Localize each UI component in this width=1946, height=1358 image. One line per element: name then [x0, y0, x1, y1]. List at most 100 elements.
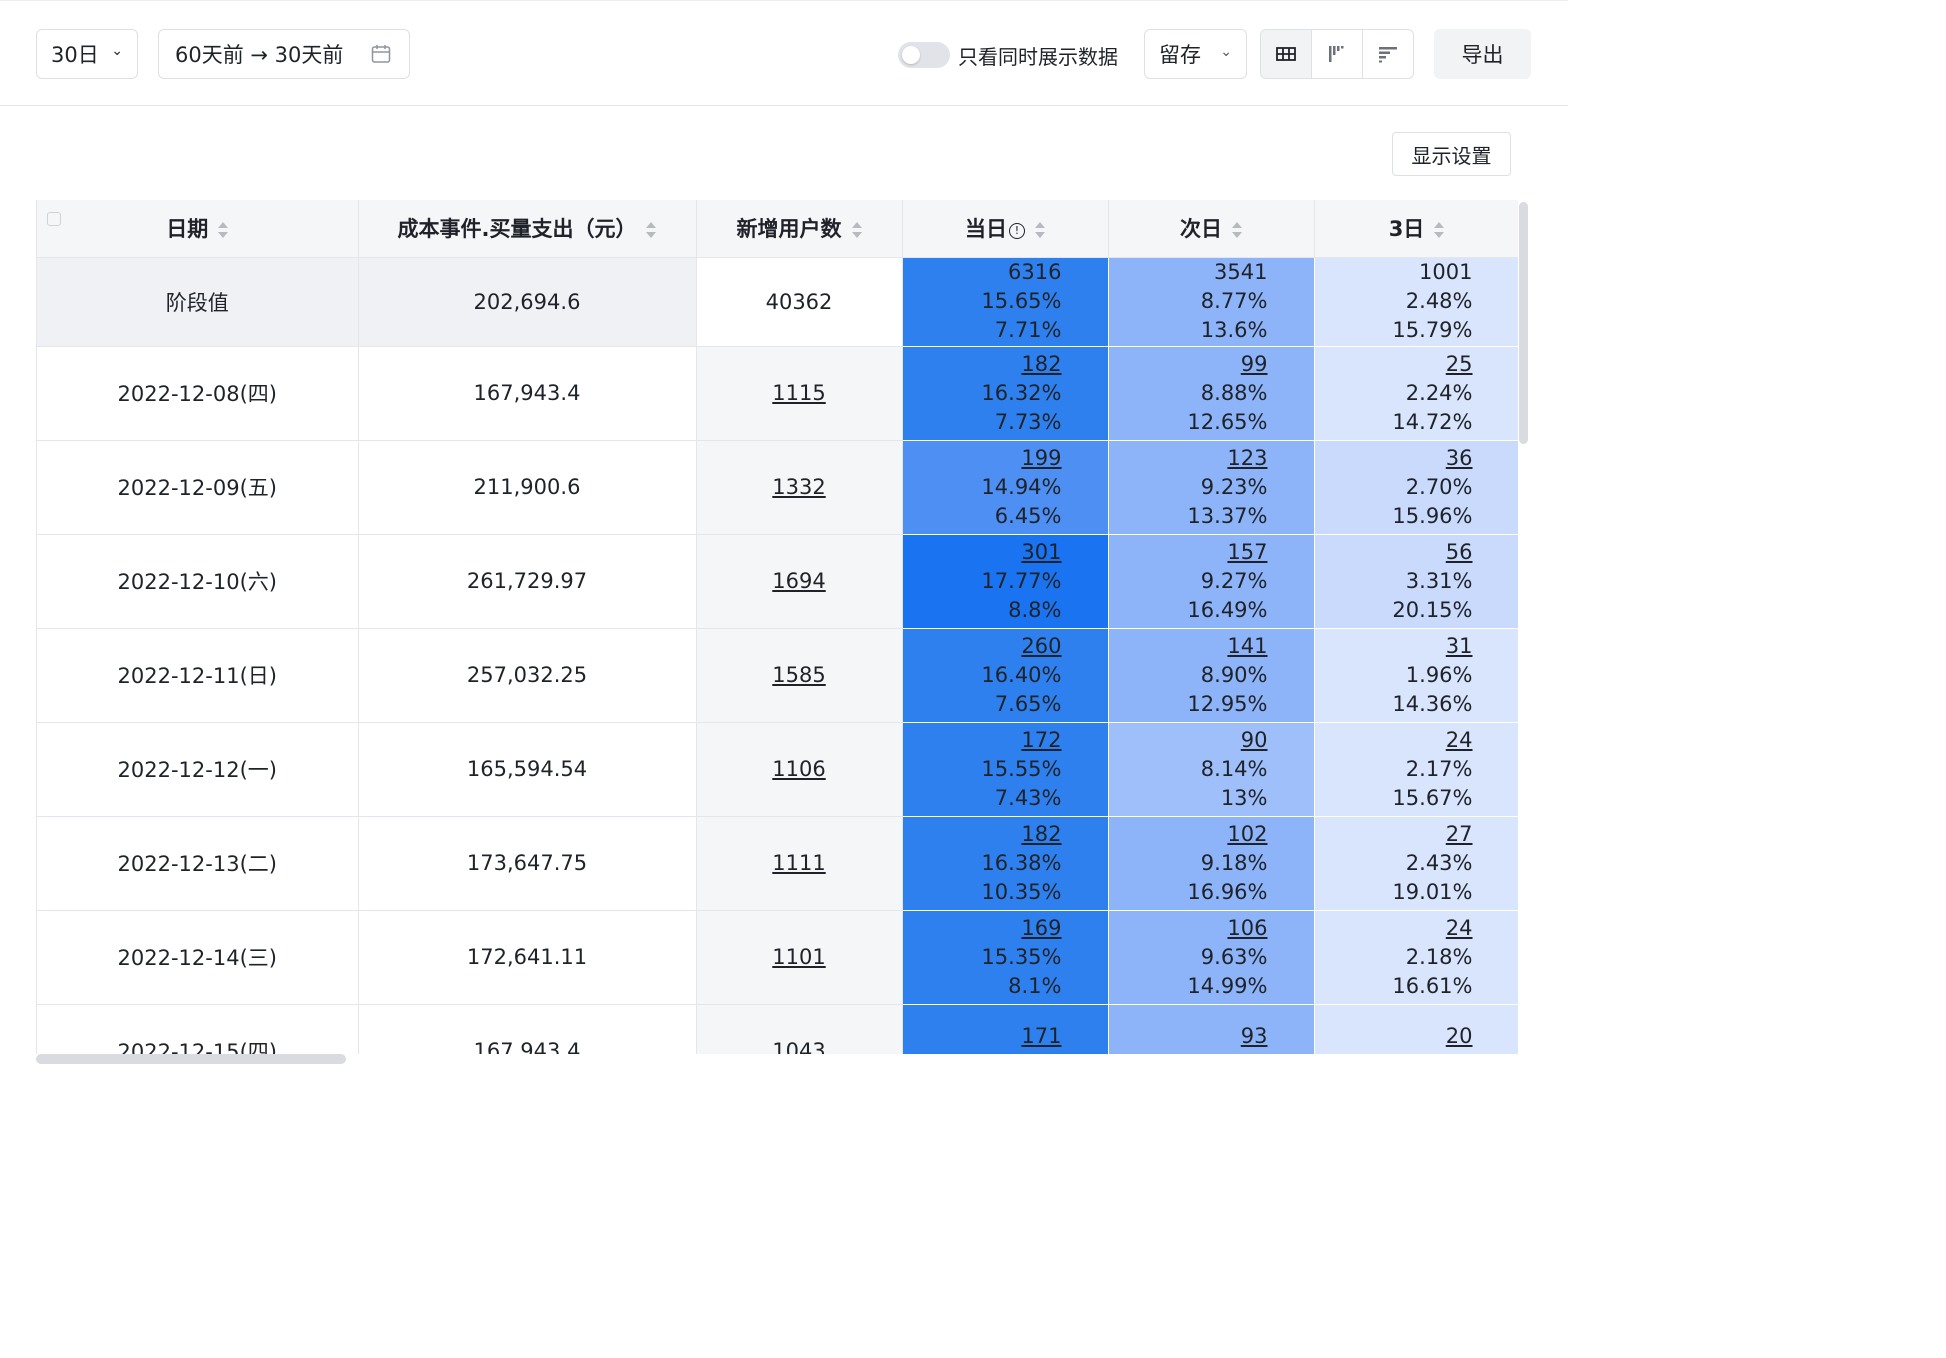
cell-rate: 15.35%	[981, 944, 1062, 969]
row-d1-cell: 123 9.23% 13.37%	[1108, 440, 1315, 535]
header-cost[interactable]: 成本事件.买量支出（元）	[358, 200, 697, 258]
cell-count-link[interactable]: 90	[1240, 727, 1268, 752]
metric-select[interactable]: 留存 ⌄	[1144, 29, 1247, 79]
cell-count-link[interactable]: 31	[1445, 633, 1473, 658]
sort-icon[interactable]	[1434, 221, 1445, 239]
cell-count-link[interactable]: 24	[1445, 915, 1473, 940]
header-date[interactable]: 日期	[37, 200, 359, 258]
new-users-link[interactable]: 1043	[772, 1039, 826, 1054]
row-d3-cell: 24 2.17% 15.67%	[1314, 722, 1518, 817]
row-d1-cell: 102 9.18% 16.96%	[1108, 816, 1315, 911]
cell-count-link[interactable]: 141	[1227, 633, 1268, 658]
display-settings-button[interactable]: 显示设置	[1392, 132, 1511, 176]
new-users-link[interactable]: 1585	[772, 663, 826, 687]
row-d1-cell: 90 8.14% 13%	[1108, 722, 1315, 817]
top-align-view-icon	[1379, 47, 1397, 63]
header-new-users-label: 新增用户数	[736, 217, 842, 242]
chevron-down-icon: ⌄	[111, 43, 123, 59]
row-new-users: 1694	[696, 534, 903, 629]
row-d1-cell: 93 8.92%	[1108, 1004, 1315, 1054]
cell-ratio: 15.79%	[1392, 318, 1473, 342]
cell-count-link[interactable]: 182	[1021, 821, 1062, 846]
cell-count-link[interactable]: 24	[1445, 727, 1473, 752]
cell-rate: 1.92%	[1315, 1051, 1473, 1054]
cell-count-link[interactable]: 172	[1021, 727, 1062, 752]
table-view-button[interactable]	[1261, 30, 1312, 78]
view-mode-group	[1260, 29, 1414, 79]
cell-count-link[interactable]: 27	[1445, 821, 1473, 846]
row-d1-cell: 141 8.90% 12.95%	[1108, 628, 1315, 723]
cell-rate: 2.18%	[1405, 944, 1473, 969]
new-users-link[interactable]: 1106	[772, 757, 826, 781]
sort-icon[interactable]	[1232, 221, 1242, 239]
sort-icon[interactable]	[218, 221, 229, 239]
column-settings-icon[interactable]	[47, 212, 61, 226]
cell-count-link[interactable]: 36	[1445, 445, 1473, 470]
header-day3[interactable]: 3日	[1314, 200, 1518, 258]
cell-ratio: 7.71%	[994, 318, 1062, 342]
new-users-link[interactable]: 1694	[772, 569, 826, 593]
row-date: 2022-12-09(五)	[37, 440, 359, 535]
new-users-link[interactable]: 1111	[772, 851, 826, 875]
row-d3-cell: 25 2.24% 14.72%	[1314, 346, 1518, 441]
cell-count-link[interactable]: 93	[1240, 1024, 1268, 1048]
left-align-view-button[interactable]	[1312, 30, 1363, 78]
cell-count-link[interactable]: 260	[1021, 633, 1062, 658]
cell-count-link[interactable]: 171	[1021, 1024, 1062, 1048]
cell-ratio: 20.15%	[1392, 597, 1473, 622]
table-row: 2022-12-09(五) 211,900.6 1332 199 14.94% 6.45%…	[37, 440, 1518, 535]
table-row: 2022-12-11(日) 257,032.25 1585 260 16.40% 7.65…	[37, 628, 1518, 723]
cell-rate: 1.96%	[1405, 662, 1473, 687]
row-cost: 172,641.11	[358, 910, 697, 1005]
header-day1-label: 次日	[1180, 217, 1222, 242]
cell-ratio: 13%	[1220, 785, 1268, 810]
new-users-link[interactable]: 1115	[772, 381, 826, 405]
row-d0-cell: 169 15.35% 8.1%	[902, 910, 1109, 1005]
cell-rate: 17.77%	[981, 568, 1062, 593]
cell-count-link[interactable]: 199	[1021, 445, 1062, 470]
cell-count-link[interactable]: 157	[1227, 539, 1268, 564]
export-button[interactable]: 导出	[1434, 29, 1531, 79]
cell-count-link[interactable]: 123	[1227, 445, 1268, 470]
sort-icon[interactable]	[851, 221, 862, 239]
table-view-icon	[1276, 47, 1296, 61]
row-d3-cell: 31 1.96% 14.36%	[1314, 628, 1518, 723]
cell-count-link[interactable]: 182	[1021, 351, 1062, 376]
vertical-scrollbar[interactable]	[1519, 202, 1528, 444]
same-display-toggle[interactable]	[898, 42, 950, 68]
period-select[interactable]: 30日 ⌄	[36, 29, 138, 79]
cell-count-link[interactable]: 301	[1021, 539, 1062, 564]
sort-icon[interactable]	[646, 221, 657, 239]
table-row: 2022-12-14(三) 172,641.11 1101 169 15.35% 8.1%…	[37, 910, 1518, 1005]
header-new-users[interactable]: 新增用户数	[696, 200, 903, 258]
cell-count: 1001	[1419, 260, 1473, 284]
cell-ratio: 12.95%	[1187, 691, 1268, 716]
cell-count-link[interactable]: 25	[1445, 351, 1473, 376]
header-cost-label: 成本事件.买量支出（元）	[397, 217, 637, 242]
cell-rate: 8.92%	[1109, 1051, 1268, 1054]
new-users-link[interactable]: 1332	[772, 475, 826, 499]
table-row: 2022-12-13(二) 173,647.75 1111 182 16.38% 10.3…	[37, 816, 1518, 911]
cell-count-link[interactable]: 102	[1227, 821, 1268, 846]
top-align-view-button[interactable]	[1363, 30, 1413, 78]
header-day0[interactable]: 当日!	[902, 200, 1109, 258]
cell-rate: 9.27%	[1200, 568, 1268, 593]
date-range-picker[interactable]: 60天前 → 30天前	[158, 29, 410, 79]
row-date: 2022-12-14(三)	[37, 910, 359, 1005]
sort-icon[interactable]	[1035, 221, 1045, 239]
cell-count-link[interactable]: 106	[1227, 915, 1268, 940]
cell-count-link[interactable]: 169	[1021, 915, 1062, 940]
header-date-label: 日期	[166, 217, 209, 242]
cell-count-link[interactable]: 99	[1240, 351, 1268, 376]
header-day1[interactable]: 次日	[1108, 200, 1315, 258]
info-icon[interactable]: !	[1009, 223, 1025, 240]
horizontal-scrollbar[interactable]	[36, 1054, 346, 1064]
cell-count-link[interactable]: 56	[1445, 539, 1473, 564]
cell-count-link[interactable]: 20	[1445, 1024, 1473, 1048]
cell-ratio: 16.61%	[1392, 973, 1473, 998]
cell-rate: 2.17%	[1405, 756, 1473, 781]
cell-ratio: 14.99%	[1187, 973, 1268, 998]
new-users-link[interactable]: 1101	[772, 945, 826, 969]
cell-rate: 8.77%	[1200, 289, 1268, 313]
metric-select-value: 留存	[1159, 43, 1201, 67]
